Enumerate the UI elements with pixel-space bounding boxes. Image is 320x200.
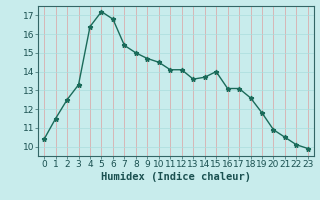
X-axis label: Humidex (Indice chaleur): Humidex (Indice chaleur) — [101, 172, 251, 182]
